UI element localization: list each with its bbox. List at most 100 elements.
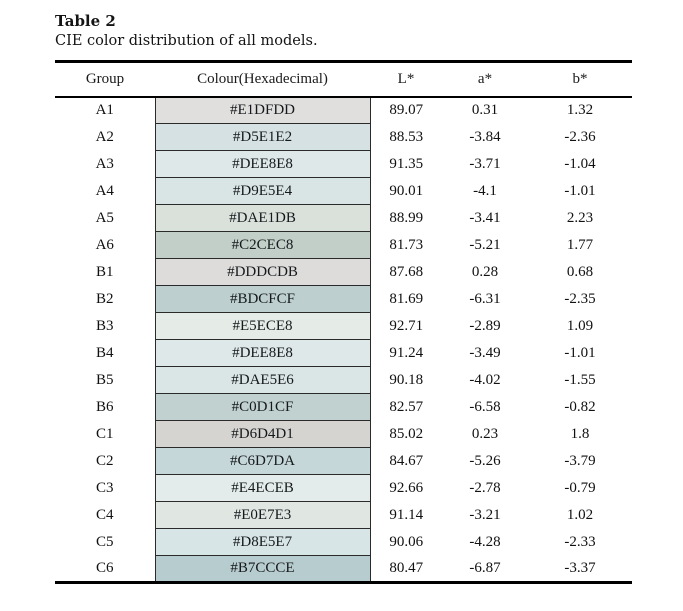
a-value: -2.89 bbox=[469, 317, 501, 334]
l-value: 88.53 bbox=[389, 128, 424, 145]
table-row: B6 #C0D1CF 82.57 -6.58 -0.82 bbox=[55, 393, 632, 422]
colour-swatch: #B7CCCE bbox=[154, 555, 371, 584]
l-value: 91.14 bbox=[389, 506, 424, 523]
l-value: 92.66 bbox=[389, 479, 424, 496]
a-value: -4.1 bbox=[473, 182, 497, 199]
b-value: 1.09 bbox=[566, 317, 594, 334]
b-value: -3.79 bbox=[564, 452, 596, 469]
table-row: B2 #BDCFCF 81.69 -6.31 -2.35 bbox=[55, 285, 632, 314]
group-cell: C3 bbox=[95, 479, 114, 496]
b-value: 1.77 bbox=[566, 236, 594, 253]
b-value: -2.33 bbox=[564, 533, 596, 550]
header-b: b* bbox=[528, 61, 632, 98]
group-cell: B5 bbox=[95, 371, 114, 388]
group-cell: C1 bbox=[95, 425, 114, 442]
group-cell: B2 bbox=[95, 290, 114, 307]
b-value: 0.68 bbox=[566, 263, 594, 280]
colour-swatch: #C2CEC8 bbox=[154, 231, 371, 260]
table-row: A5 #DAE1DB 88.99 -3.41 2.23 bbox=[55, 204, 632, 233]
group-cell: A6 bbox=[95, 236, 114, 253]
group-cell: B6 bbox=[95, 398, 114, 415]
table-row: B4 #DEE8E8 91.24 -3.49 -1.01 bbox=[55, 339, 632, 368]
l-value: 84.67 bbox=[389, 452, 424, 469]
table-row: B5 #DAE5E6 90.18 -4.02 -1.55 bbox=[55, 366, 632, 395]
l-value: 82.57 bbox=[389, 398, 424, 415]
group-cell: A2 bbox=[95, 128, 114, 145]
header-group: Group bbox=[55, 61, 155, 98]
table-row: A3 #DEE8E8 91.35 -3.71 -1.04 bbox=[55, 150, 632, 179]
l-value: 89.07 bbox=[389, 102, 424, 119]
a-value: -6.87 bbox=[469, 559, 501, 576]
l-value: 91.35 bbox=[389, 155, 424, 172]
table-row: C1 #D6D4D1 85.02 0.23 1.8 bbox=[55, 420, 632, 449]
group-cell: C2 bbox=[95, 452, 114, 469]
group-cell: B1 bbox=[95, 263, 114, 280]
table-row: A4 #D9E5E4 90.01 -4.1 -1.01 bbox=[55, 177, 632, 206]
group-cell: C4 bbox=[95, 506, 114, 523]
table-body: A1 #E1DFDD 89.07 0.31 1.32 A2 #D5E1E2 88… bbox=[55, 96, 632, 584]
colour-swatch: #C0D1CF bbox=[154, 393, 371, 422]
l-value: 92.71 bbox=[389, 317, 424, 334]
group-cell: A4 bbox=[95, 182, 114, 199]
table-row: B3 #E5ECE8 92.71 -2.89 1.09 bbox=[55, 312, 632, 341]
table-row: A1 #E1DFDD 89.07 0.31 1.32 bbox=[55, 96, 632, 125]
colour-swatch: #D6D4D1 bbox=[154, 420, 371, 449]
l-value: 85.02 bbox=[389, 425, 424, 442]
a-value: -6.31 bbox=[469, 290, 501, 307]
header-colour: Colour(Hexadecimal) bbox=[155, 61, 370, 98]
a-value: -3.71 bbox=[469, 155, 501, 172]
colour-swatch: #D9E5E4 bbox=[154, 177, 371, 206]
b-value: -3.37 bbox=[564, 559, 596, 576]
colour-swatch: #E1DFDD bbox=[154, 96, 371, 125]
colour-swatch: #E5ECE8 bbox=[154, 312, 371, 341]
b-value: 1.32 bbox=[566, 102, 594, 119]
table-title: Table 2 bbox=[55, 12, 116, 30]
a-value: 0.23 bbox=[471, 425, 499, 442]
l-value: 91.24 bbox=[389, 344, 424, 361]
group-cell: C5 bbox=[95, 533, 114, 550]
colour-swatch: #E0E7E3 bbox=[154, 501, 371, 530]
b-value: 1.8 bbox=[570, 425, 590, 442]
l-value: 90.18 bbox=[389, 371, 424, 388]
colour-swatch: #BDCFCF bbox=[154, 285, 371, 314]
l-value: 81.73 bbox=[389, 236, 424, 253]
colour-swatch: #DEE8E8 bbox=[154, 150, 371, 179]
table-row: C2 #C6D7DA 84.67 -5.26 -3.79 bbox=[55, 447, 632, 476]
header-a: a* bbox=[442, 61, 528, 98]
l-value: 90.01 bbox=[389, 182, 424, 199]
a-value: 0.31 bbox=[471, 102, 499, 119]
a-value: -3.49 bbox=[469, 344, 501, 361]
b-value: -0.79 bbox=[564, 479, 596, 496]
a-value: -3.41 bbox=[469, 209, 501, 226]
b-value: -2.36 bbox=[564, 128, 596, 145]
colour-swatch: #C6D7DA bbox=[154, 447, 371, 476]
b-value: -1.01 bbox=[564, 344, 596, 361]
table-row: A2 #D5E1E2 88.53 -3.84 -2.36 bbox=[55, 123, 632, 152]
b-value: -1.04 bbox=[564, 155, 596, 172]
l-value: 90.06 bbox=[389, 533, 424, 550]
table-row: C3 #E4ECEB 92.66 -2.78 -0.79 bbox=[55, 474, 632, 503]
header-row: Group Colour(Hexadecimal) L* a* b* bbox=[55, 61, 632, 98]
a-value: -3.84 bbox=[469, 128, 501, 145]
a-value: -5.21 bbox=[469, 236, 501, 253]
group-cell: B4 bbox=[95, 344, 114, 361]
table-row: C5 #D8E5E7 90.06 -4.28 -2.33 bbox=[55, 528, 632, 557]
colour-swatch: #DDDCDB bbox=[154, 258, 371, 287]
table-row: C4 #E0E7E3 91.14 -3.21 1.02 bbox=[55, 501, 632, 530]
table-row: C6 #B7CCCE 80.47 -6.87 -3.37 bbox=[55, 555, 632, 584]
b-value: -0.82 bbox=[564, 398, 596, 415]
l-value: 81.69 bbox=[389, 290, 424, 307]
b-value: -2.35 bbox=[564, 290, 596, 307]
l-value: 80.47 bbox=[389, 559, 424, 576]
a-value: -6.58 bbox=[469, 398, 501, 415]
b-value: 1.02 bbox=[566, 506, 594, 523]
a-value: -5.26 bbox=[469, 452, 501, 469]
header-l: L* bbox=[370, 61, 442, 98]
group-cell: C6 bbox=[95, 559, 114, 576]
table-row: A6 #C2CEC8 81.73 -5.21 1.77 bbox=[55, 231, 632, 260]
colour-swatch: #E4ECEB bbox=[154, 474, 371, 503]
group-cell: A5 bbox=[95, 209, 114, 226]
b-value: -1.55 bbox=[564, 371, 596, 388]
l-value: 87.68 bbox=[389, 263, 424, 280]
